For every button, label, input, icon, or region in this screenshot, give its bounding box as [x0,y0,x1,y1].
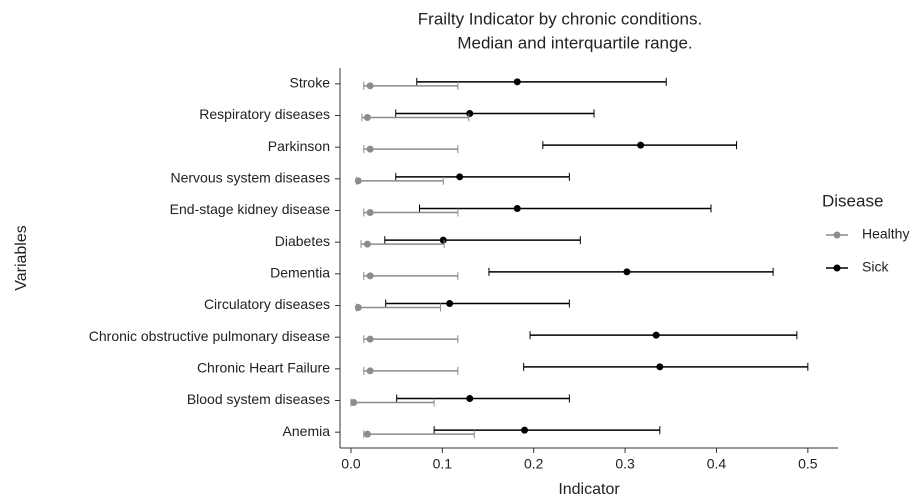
x-tick-label: 0.4 [707,456,727,472]
legend-dot [833,231,841,239]
median-dot [637,141,645,149]
y-tick-label: Dementia [270,265,330,281]
legend-title: Disease [822,191,883,210]
x-tick-label: 0.0 [341,456,361,472]
median-dot [366,145,374,153]
legend-label: Healthy [862,226,909,242]
y-tick-label: Chronic obstructive pulmonary disease [89,328,330,344]
median-dot [456,173,464,181]
chart-subtitle: Median and interquartile range. [457,33,692,52]
legend-dot [833,264,841,272]
chart-title: Frailty Indicator by chronic conditions. [418,9,702,28]
median-dot [446,300,454,307]
x-axis-title: Indicator [558,481,620,498]
median-dot [354,177,362,185]
y-tick-label: Nervous system diseases [170,170,330,186]
y-tick-label: Stroke [290,75,331,91]
median-dot [363,430,371,438]
median-dot [466,110,474,117]
median-dot [350,399,358,406]
median-dot [363,240,371,248]
median-dot [656,363,664,371]
median-dot [513,205,521,212]
median-dot [366,82,374,90]
y-tick-label: Chronic Heart Failure [197,360,330,376]
y-tick-label: Blood system diseases [187,391,330,407]
median-dot [466,395,474,402]
median-dot [366,272,374,280]
y-tick-label: Respiratory diseases [199,106,330,122]
median-dot [354,304,362,311]
y-tick-label: Circulatory diseases [204,296,330,312]
y-tick-label: Anemia [283,423,331,439]
x-tick-label: 0.1 [433,456,453,472]
median-dot [623,268,631,276]
median-dot [366,367,374,375]
median-dot [366,209,374,216]
y-tick-label: Parkinson [268,138,330,154]
median-dot [366,335,374,343]
y-tick-label: End-stage kidney disease [170,201,331,217]
median-dot [439,236,447,244]
median-dot [363,114,371,121]
median-dot [513,78,521,86]
legend-label: Sick [862,259,889,275]
x-tick-label: 0.2 [524,456,544,472]
x-tick-label: 0.5 [798,456,818,472]
y-axis-title: Variables [13,225,30,291]
median-dot [652,331,660,339]
x-tick-label: 0.3 [615,456,635,472]
y-tick-label: Diabetes [275,233,330,249]
median-dot [521,426,529,434]
